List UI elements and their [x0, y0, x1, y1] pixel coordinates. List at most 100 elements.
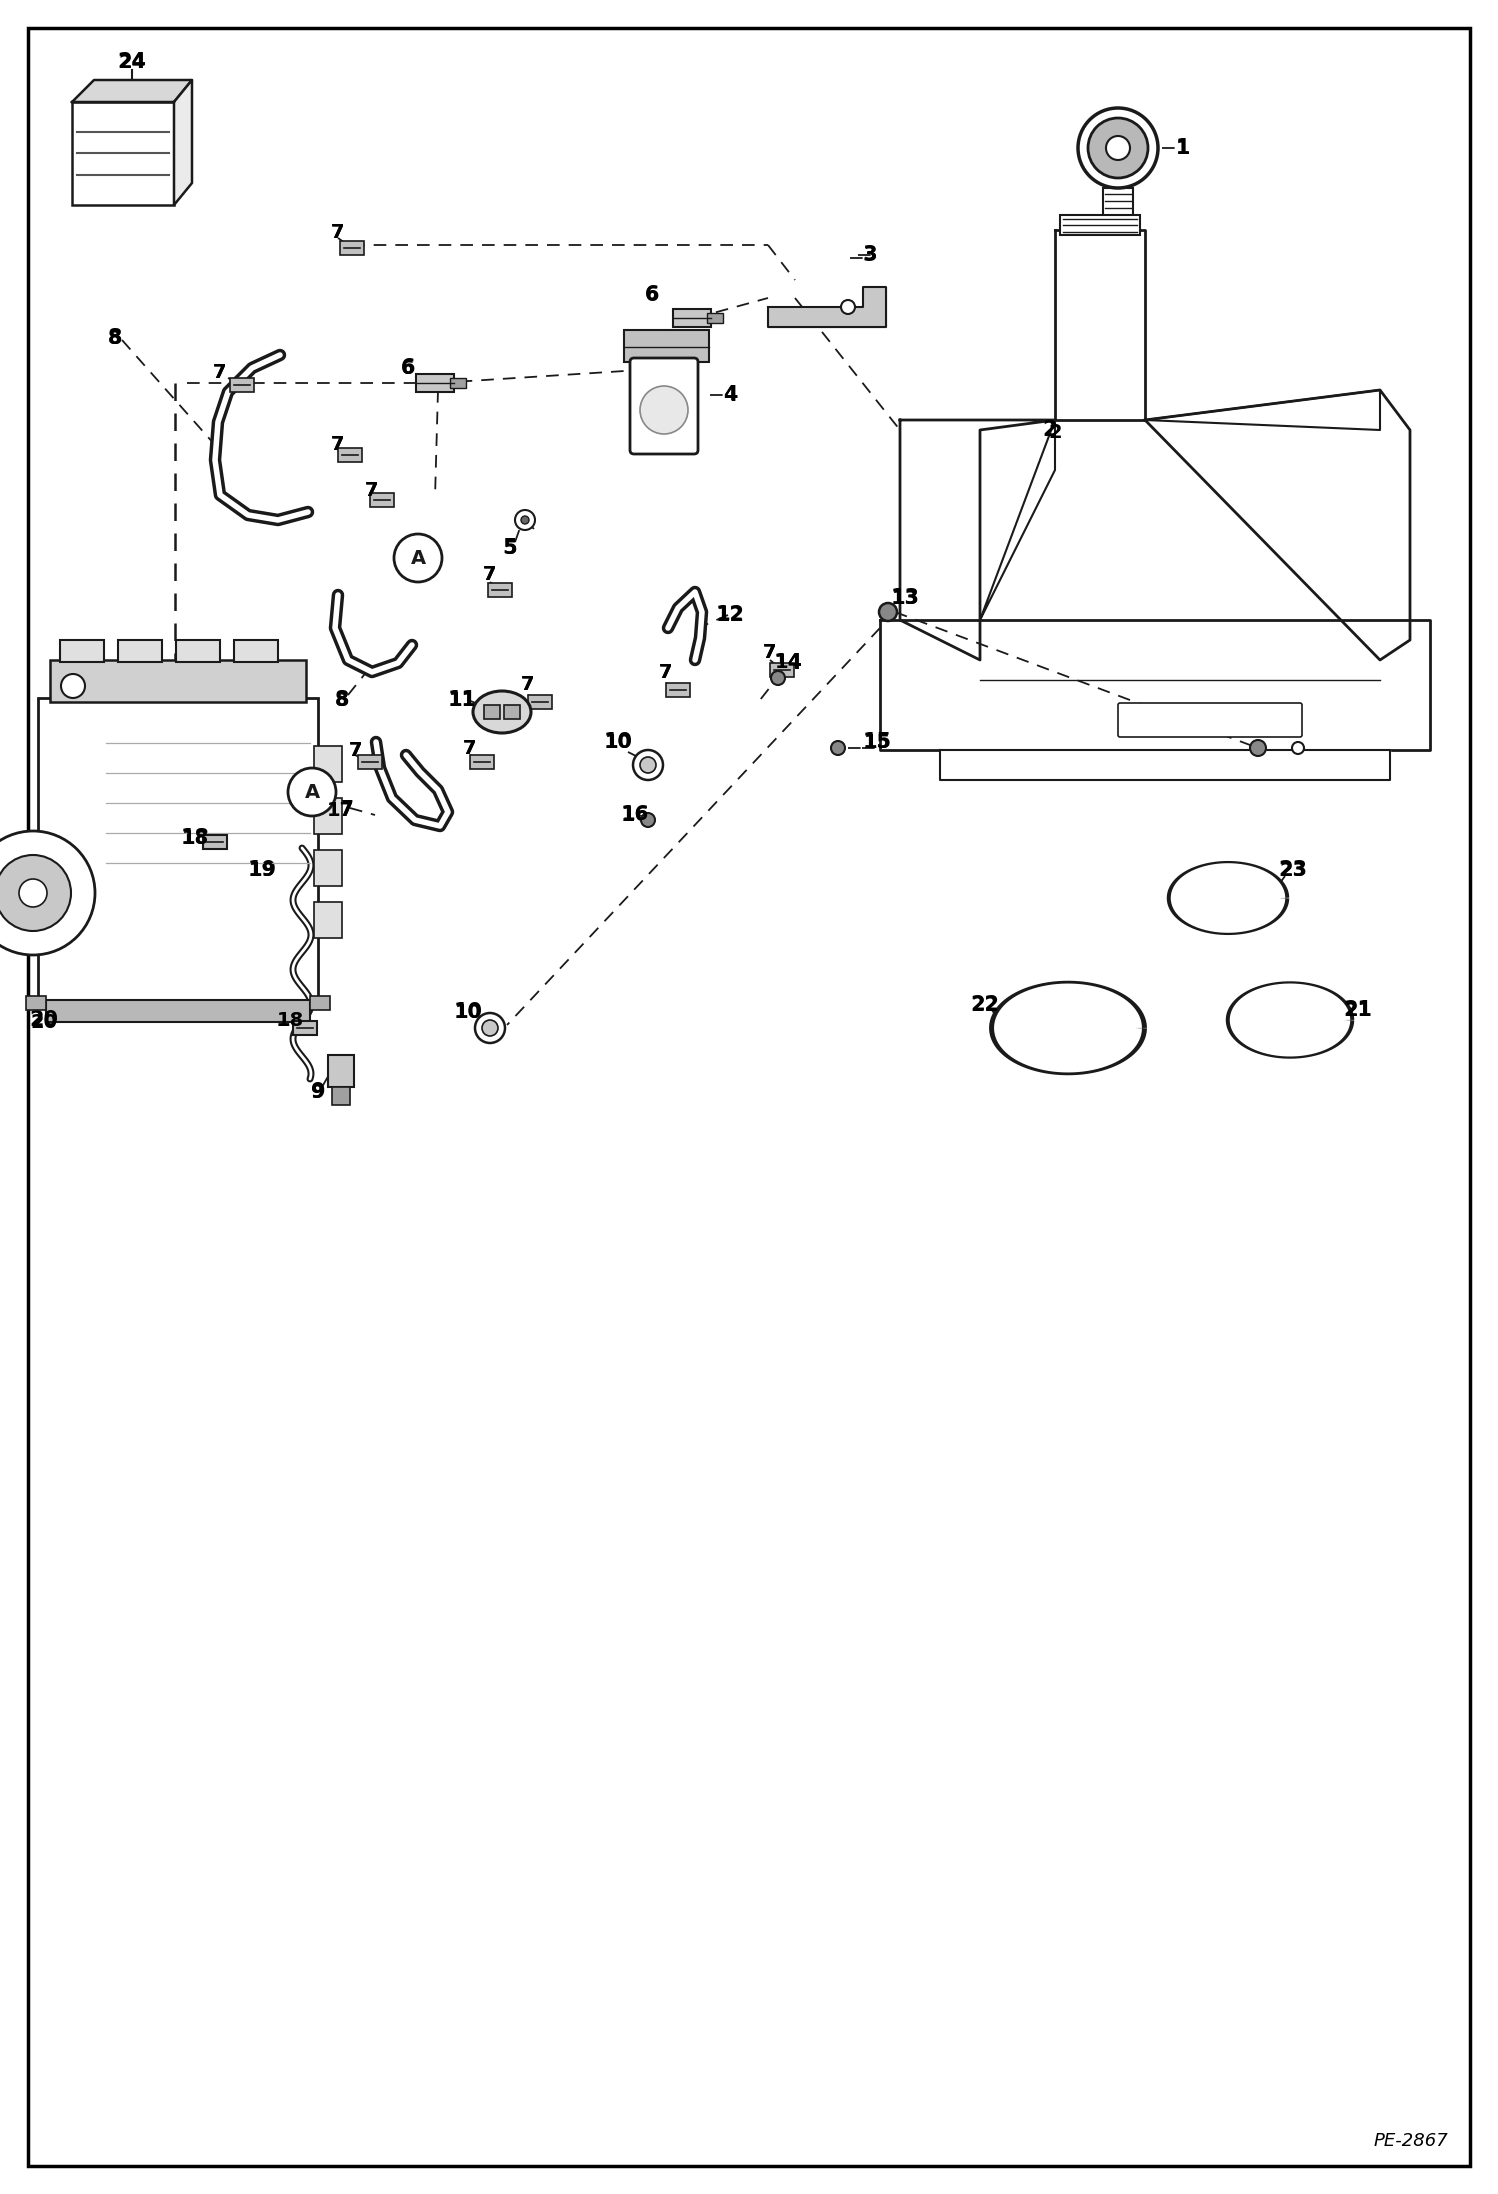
Bar	[118, 641, 162, 663]
Circle shape	[475, 1014, 505, 1042]
Text: A: A	[410, 548, 425, 568]
Bar	[340, 241, 364, 255]
Text: 6: 6	[644, 285, 659, 305]
Circle shape	[515, 509, 535, 531]
Bar	[315, 746, 342, 781]
Text: 7: 7	[521, 676, 535, 695]
Text: 8: 8	[108, 329, 121, 347]
Circle shape	[521, 516, 529, 524]
Bar	[315, 902, 342, 939]
Text: 22: 22	[971, 996, 999, 1016]
Bar	[503, 704, 520, 720]
Polygon shape	[900, 419, 1055, 660]
Bar	[315, 849, 342, 886]
Bar	[1061, 215, 1140, 235]
Text: 15: 15	[863, 733, 891, 753]
Text: 15: 15	[863, 733, 891, 753]
Bar	[25, 996, 46, 1009]
Text: 7: 7	[366, 480, 379, 500]
Text: 12: 12	[716, 606, 743, 625]
Bar	[625, 329, 709, 362]
Bar	[328, 1055, 354, 1086]
Ellipse shape	[473, 691, 530, 733]
Circle shape	[840, 301, 855, 314]
Text: 7: 7	[331, 222, 345, 241]
Text: 17: 17	[327, 801, 354, 821]
Text: 7: 7	[764, 643, 777, 663]
Text: 18: 18	[276, 1011, 304, 1029]
Bar	[333, 1086, 351, 1106]
Polygon shape	[1144, 391, 1410, 660]
Bar	[770, 663, 794, 678]
Polygon shape	[174, 79, 192, 204]
Text: 16: 16	[622, 805, 649, 825]
Text: 16: 16	[620, 805, 650, 825]
Circle shape	[1088, 118, 1147, 178]
Circle shape	[482, 1020, 497, 1036]
Bar	[667, 682, 691, 698]
Text: 21: 21	[1344, 1000, 1372, 1020]
Bar	[370, 494, 394, 507]
Text: 5: 5	[503, 538, 517, 557]
Text: 2: 2	[1043, 419, 1058, 441]
Text: 14: 14	[774, 654, 801, 674]
Text: 7: 7	[348, 742, 361, 759]
Text: 6: 6	[401, 358, 415, 377]
Text: 5: 5	[503, 538, 517, 557]
Bar	[707, 314, 724, 323]
Bar	[46, 1000, 310, 1022]
Polygon shape	[1055, 230, 1144, 419]
Text: 18: 18	[181, 829, 208, 847]
Text: 7: 7	[463, 739, 476, 757]
Text: 8: 8	[108, 327, 123, 349]
Text: 8: 8	[336, 691, 349, 709]
Bar	[488, 584, 512, 597]
Text: 7: 7	[521, 676, 535, 695]
Circle shape	[0, 832, 94, 954]
Bar	[37, 698, 318, 1007]
Circle shape	[19, 880, 46, 906]
Bar	[231, 377, 255, 393]
Text: 24: 24	[117, 53, 147, 72]
Text: 20: 20	[30, 1011, 57, 1031]
Text: 7: 7	[463, 739, 476, 757]
Circle shape	[641, 814, 655, 827]
Text: PE-2867: PE-2867	[1374, 2133, 1449, 2150]
Text: 18: 18	[180, 827, 210, 849]
Text: A: A	[304, 783, 319, 801]
Text: 18: 18	[276, 1009, 304, 1029]
Text: 23: 23	[1279, 860, 1306, 880]
Text: 4: 4	[724, 386, 737, 404]
Text: 7: 7	[659, 663, 673, 682]
Circle shape	[1079, 108, 1158, 189]
Circle shape	[640, 386, 688, 434]
Text: 13: 13	[890, 588, 920, 608]
Text: 19: 19	[247, 860, 277, 880]
Bar	[294, 1020, 318, 1036]
Text: 6: 6	[646, 285, 659, 305]
Text: 1: 1	[1176, 138, 1189, 158]
Circle shape	[0, 856, 70, 930]
Text: 7: 7	[484, 566, 497, 584]
Text: 9: 9	[312, 1082, 325, 1101]
Circle shape	[1291, 742, 1303, 755]
Text: 24: 24	[118, 53, 145, 72]
Text: 10: 10	[454, 1003, 481, 1022]
Bar	[72, 101, 174, 204]
Circle shape	[879, 603, 897, 621]
Text: 7: 7	[366, 480, 379, 500]
Polygon shape	[941, 750, 1390, 781]
Bar	[358, 755, 382, 770]
Bar	[339, 448, 363, 463]
FancyBboxPatch shape	[631, 358, 698, 454]
Text: 7: 7	[213, 362, 226, 382]
Circle shape	[634, 750, 664, 781]
Text: 2: 2	[1049, 423, 1062, 441]
Text: 7: 7	[659, 663, 673, 682]
Text: 10: 10	[604, 733, 632, 753]
Bar	[470, 755, 494, 770]
Bar	[175, 641, 220, 663]
Bar	[1103, 189, 1132, 215]
Bar	[449, 377, 466, 388]
Bar	[234, 641, 279, 663]
